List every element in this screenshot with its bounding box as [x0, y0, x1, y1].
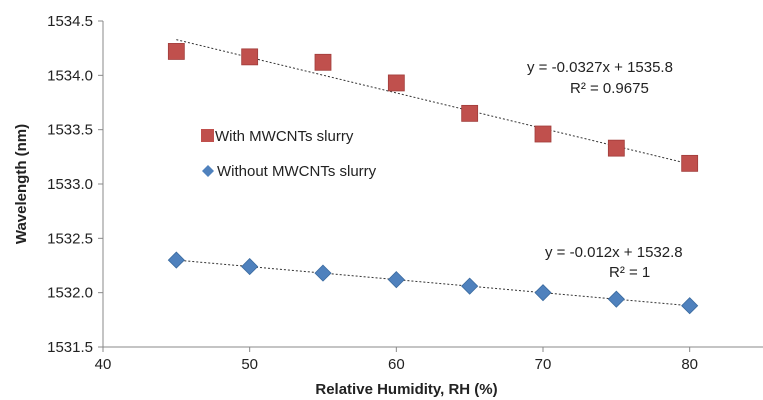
trendline-with-mwcnts: [176, 39, 690, 165]
y-tick-label: 1531.5: [47, 339, 93, 356]
r-squared-with-mwcnts: R² = 0.9675: [570, 80, 649, 97]
data-point-with-mwcnts: [681, 154, 699, 172]
x-tick-label: 50: [241, 356, 258, 373]
data-point-without-mwcnts: [387, 271, 405, 289]
data-point-without-mwcnts: [241, 258, 259, 276]
y-tick-label: 1533.0: [47, 176, 93, 193]
y-tick-label: 1533.5: [47, 122, 93, 139]
data-point-with-mwcnts: [241, 48, 259, 66]
data-point-without-mwcnts: [607, 290, 625, 308]
r-squared-without-mwcnts: R² = 1: [609, 264, 650, 281]
trendline-without-mwcnts: [176, 259, 690, 307]
data-point-without-mwcnts: [534, 284, 552, 302]
data-point-without-mwcnts: [681, 297, 699, 315]
legend: With MWCNTs slurry Without MWCNTs slurry: [201, 128, 377, 180]
equation-with-mwcnts: y = -0.0327x + 1535.8: [527, 59, 673, 76]
trendline-equations: y = -0.0327x + 1535.8 R² = 0.9675 y = -0…: [527, 59, 683, 281]
x-tick-label: 80: [681, 356, 698, 373]
x-tick-label: 60: [388, 356, 405, 373]
x-tick-label: 40: [95, 356, 112, 373]
tick-labels: 1531.5 1532.0 1532.5 1533.0 1533.5 1534.0 1534…: [47, 13, 698, 373]
axes: [98, 20, 763, 352]
data-points: [167, 43, 699, 315]
legend-label-with-mwcnts: With MWCNTs slurry: [215, 128, 354, 145]
data-point-with-mwcnts: [387, 74, 405, 92]
y-axis-title: Wavelength (nm): [13, 124, 30, 244]
data-point-without-mwcnts: [461, 277, 479, 295]
data-point-without-mwcnts: [167, 251, 185, 269]
legend-marker-with-mwcnts: [201, 129, 214, 142]
x-axis-title: Relative Humidity, RH (%): [315, 381, 497, 398]
legend-label-without-mwcnts: Without MWCNTs slurry: [217, 163, 377, 180]
data-point-with-mwcnts: [314, 53, 332, 71]
data-point-with-mwcnts: [534, 125, 552, 143]
data-point-with-mwcnts: [607, 139, 625, 157]
legend-marker-without-mwcnts: [202, 165, 214, 177]
y-tick-label: 1532.5: [47, 230, 93, 247]
trendlines: [176, 39, 690, 307]
data-point-with-mwcnts: [461, 104, 479, 122]
x-tick-label: 70: [535, 356, 552, 373]
data-point-without-mwcnts: [314, 264, 332, 282]
data-point-with-mwcnts: [167, 43, 185, 60]
equation-without-mwcnts: y = -0.012x + 1532.8: [545, 244, 683, 261]
y-tick-label: 1534.5: [47, 13, 93, 30]
y-tick-label: 1534.0: [47, 67, 93, 84]
y-tick-label: 1532.0: [47, 285, 93, 302]
